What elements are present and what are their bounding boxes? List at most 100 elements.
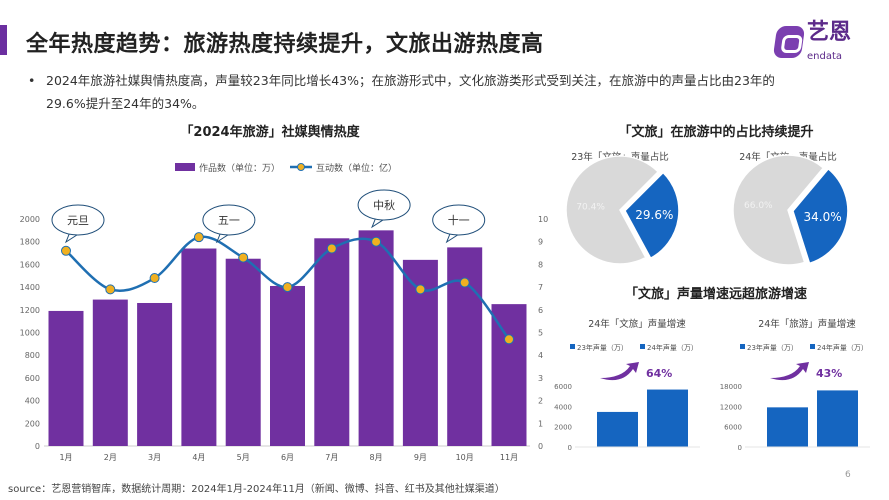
y-tick: 2000 <box>554 424 572 432</box>
y-tick: 12000 <box>720 403 742 411</box>
pie-slice-29.6% <box>624 171 680 260</box>
callout-中秋: 中秋 <box>373 198 395 212</box>
logo-cn: 艺恩 <box>807 20 852 45</box>
x-tick-label: 8月 <box>370 453 383 462</box>
growth-arrow-icon <box>600 362 639 381</box>
logo-en: endata <box>807 51 843 62</box>
growth-label: 43% <box>816 367 842 380</box>
bar-2月 <box>92 299 128 446</box>
y-tick: 0 <box>568 444 572 452</box>
line-point-11月 <box>504 334 514 345</box>
growth-arrow-icon <box>770 362 809 381</box>
bar-5月 <box>225 258 261 446</box>
legend-label: 23年声量（万） <box>747 343 798 352</box>
page-number: 6 <box>845 470 851 480</box>
pie-label: 66.0% <box>744 201 773 211</box>
line-point-6月 <box>282 282 293 293</box>
legend-bar-label: 作品数（单位：万） <box>199 162 280 174</box>
right-axis-tick: 0 <box>538 442 543 451</box>
legend-label: 24年声量（万） <box>817 343 868 352</box>
left-axis-tick: 600 <box>25 374 40 383</box>
x-tick-label: 5月 <box>237 453 250 462</box>
right-axis-tick: 2 <box>538 397 543 406</box>
x-tick-label: 10月 <box>456 453 474 462</box>
line-point-8月 <box>371 236 382 247</box>
growth-label: 64% <box>646 367 672 380</box>
right-axis-tick: 9 <box>538 238 543 247</box>
x-tick-label: 6月 <box>281 453 294 462</box>
line-point-9月 <box>415 284 426 295</box>
line-point-5月 <box>238 252 249 263</box>
line-point-4月 <box>193 232 204 243</box>
left-axis-tick: 800 <box>25 351 40 360</box>
line-point-10月 <box>459 277 470 288</box>
bar-4月 <box>181 248 217 446</box>
left-axis-tick: 0 <box>35 442 40 451</box>
source-note: source：艺恩营销智库，数据统计周期：2024年1月-2024年11月（新闻… <box>8 484 505 495</box>
legend-swatch <box>810 344 815 349</box>
right-axis-tick: 5 <box>538 329 543 338</box>
y-tick: 6000 <box>554 383 572 391</box>
y-tick: 18000 <box>720 383 742 391</box>
x-tick-label: 3月 <box>148 453 161 462</box>
left-axis-tick: 400 <box>25 397 40 406</box>
right-axis-tick: 4 <box>538 351 543 360</box>
pie-section-title: 「文旅」在旅游中的占比持续提升 <box>618 124 813 140</box>
bar-7月 <box>314 238 350 446</box>
right-axis-tick: 1 <box>538 419 543 428</box>
x-tick-label: 4月 <box>192 453 205 462</box>
callout-bubble <box>51 204 105 236</box>
small-chart-title: 24年「文旅」声量增速 <box>588 318 686 330</box>
legend-line-marker <box>297 163 305 171</box>
right-axis-tick: 10 <box>538 215 548 224</box>
main-chart-title: 「2024年旅游」社媒舆情热度 <box>180 124 360 140</box>
left-axis-tick: 1800 <box>20 238 40 247</box>
x-tick-label: 9月 <box>414 453 427 462</box>
callout-bubble <box>432 204 486 236</box>
left-axis-tick: 200 <box>25 419 40 428</box>
title-accent-bar <box>0 25 7 55</box>
right-axis-tick: 3 <box>538 374 543 383</box>
bar-23年声量（万） <box>597 411 638 447</box>
left-axis-tick: 1400 <box>20 283 40 292</box>
line-point-2月 <box>105 284 116 295</box>
endata-logo: 艺恩 endata <box>772 20 875 68</box>
legend-swatch <box>640 344 645 349</box>
callout-五一: 五一 <box>218 214 240 227</box>
bar-10月 <box>447 247 483 446</box>
bar-11月 <box>491 304 527 446</box>
x-tick-label: 11月 <box>500 453 518 462</box>
bar-3月 <box>137 302 173 446</box>
bar-section-title: 「文旅」声量增速远超旅游增速 <box>625 286 807 302</box>
bar-23年声量（万） <box>767 407 808 447</box>
pie-slice-66.0% <box>732 154 825 266</box>
callout-元旦: 元旦 <box>67 214 89 227</box>
pie-label: 34.0% <box>804 210 842 224</box>
callout-十一: 十一 <box>448 213 470 227</box>
left-axis-tick: 2000 <box>20 215 40 224</box>
bar-1月 <box>48 310 84 446</box>
legend-line-label: 互动数（单位：亿） <box>316 162 397 174</box>
callout-bubble <box>357 189 411 221</box>
right-axis-tick: 6 <box>538 306 543 315</box>
y-tick: 6000 <box>724 424 742 432</box>
x-tick-label: 1月 <box>59 453 72 462</box>
line-point-7月 <box>326 243 337 254</box>
pie-slice-34.0% <box>792 167 849 265</box>
right-axis-tick: 8 <box>538 260 543 269</box>
line-point-1月 <box>61 245 71 256</box>
pie-label: 70.4% <box>576 203 605 213</box>
x-tick-label: 2月 <box>104 453 117 462</box>
right-axis-tick: 7 <box>538 283 543 292</box>
y-tick: 4000 <box>554 403 572 411</box>
x-tick-label: 7月 <box>325 453 338 462</box>
bullet-marker: • <box>28 73 36 88</box>
legend-swatch <box>570 344 575 349</box>
bar-24年声量（万） <box>647 389 688 447</box>
legend-label: 23年声量（万） <box>577 343 628 352</box>
left-axis-tick: 1000 <box>20 329 40 338</box>
legend-swatch <box>740 344 745 349</box>
left-axis-tick: 1200 <box>20 306 40 315</box>
y-tick: 0 <box>738 444 742 452</box>
